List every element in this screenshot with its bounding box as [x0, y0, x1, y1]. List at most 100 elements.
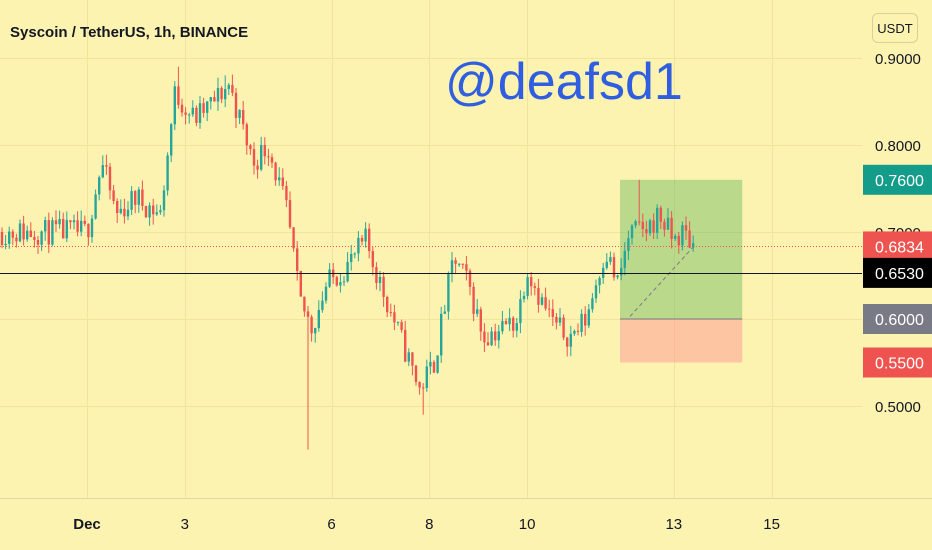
candle-body — [368, 228, 371, 252]
candle-body — [33, 237, 36, 241]
candle-body — [22, 223, 25, 240]
x-tick-label: 10 — [519, 516, 536, 533]
candle-body — [213, 97, 216, 102]
candle-body — [443, 311, 446, 314]
candle-body — [562, 317, 565, 338]
candle-body — [134, 191, 137, 205]
candle-body — [627, 238, 630, 251]
position-zones[interactable] — [620, 179, 743, 363]
candle-body — [519, 299, 522, 324]
candle-body — [83, 220, 86, 224]
candle-body — [558, 317, 562, 323]
candle-body — [400, 322, 403, 330]
candle-body — [40, 231, 43, 245]
x-tick-label: 3 — [181, 516, 189, 533]
candle-body — [98, 177, 101, 195]
candle-body — [184, 112, 187, 115]
y-tick-label: 0.9000 — [875, 51, 921, 68]
candle-body — [490, 331, 493, 346]
position-path-dashed — [629, 246, 694, 317]
candle-body — [119, 208, 122, 213]
candle-body — [141, 189, 144, 206]
candle-body — [540, 297, 544, 305]
candle-body — [389, 312, 392, 314]
price-label-box — [863, 347, 932, 378]
candle-body — [310, 316, 313, 334]
candle-body — [198, 103, 202, 123]
candle-body — [461, 263, 464, 265]
candle-body — [76, 220, 79, 232]
candle-body — [105, 165, 108, 167]
candle-body — [65, 220, 68, 239]
profit-zone[interactable] — [620, 179, 743, 319]
candle-body — [612, 257, 616, 278]
grid-layer — [0, 0, 862, 498]
candle-body — [454, 260, 457, 264]
candle-body — [263, 144, 266, 157]
candle-body — [166, 155, 169, 191]
loss-zone[interactable] — [620, 319, 743, 363]
candle-body — [191, 107, 194, 115]
candle-body — [87, 223, 90, 238]
candle-body — [224, 89, 227, 100]
candle-body — [238, 109, 241, 118]
candle-body — [555, 316, 558, 323]
candle-body — [645, 229, 648, 234]
candle-body — [317, 309, 320, 329]
candle-body — [202, 103, 205, 113]
candle-body — [101, 165, 104, 178]
candle-body — [0, 232, 4, 246]
candle-body — [616, 275, 619, 278]
price-label-text: 0.5500 — [875, 356, 924, 373]
candle-body — [641, 221, 644, 230]
candle-body — [242, 109, 245, 125]
candle-body — [350, 253, 353, 262]
candle-body — [342, 281, 346, 283]
candle-body — [659, 207, 662, 222]
price-label-text: 0.6000 — [875, 312, 924, 329]
chart-title[interactable]: Syscoin / TetherUS, 1h, BINANCE — [10, 24, 249, 41]
candle-body — [634, 221, 637, 226]
candle-body — [328, 269, 331, 287]
candle-body — [173, 86, 176, 125]
candle-body — [598, 277, 601, 286]
currency-badge[interactable]: USDT — [872, 13, 918, 43]
candle-body — [249, 145, 252, 150]
candle-body — [29, 230, 32, 238]
candle-body — [468, 270, 472, 287]
x-tick-label: 6 — [327, 516, 335, 533]
candle-body — [267, 156, 270, 158]
candle-body — [288, 200, 292, 228]
horizontal-lines[interactable] — [0, 246, 862, 274]
candle-body — [692, 243, 695, 248]
candle-body — [209, 97, 212, 102]
candle-body — [508, 317, 511, 325]
candle-body — [620, 267, 623, 276]
candle-body — [378, 276, 382, 283]
candle-body — [425, 366, 428, 388]
candle-body — [260, 144, 263, 170]
candle-body — [591, 298, 594, 310]
candle-body — [4, 243, 7, 246]
candle-body — [688, 230, 691, 248]
candle-body — [278, 177, 281, 181]
candle-body — [594, 285, 598, 299]
candle-body — [609, 257, 612, 262]
candle-body — [450, 260, 454, 274]
candle-body — [605, 261, 608, 268]
candle-body — [681, 225, 684, 246]
price-label-text: 0.6530 — [875, 266, 924, 283]
candle-body — [69, 220, 72, 223]
candle-body — [292, 227, 295, 249]
candle-body — [360, 237, 364, 242]
candle-body — [494, 331, 497, 341]
candle-body — [533, 286, 536, 288]
candle-body — [159, 210, 162, 213]
candle-body — [256, 165, 259, 170]
x-tick-label: 15 — [763, 516, 780, 533]
candle-body — [526, 277, 529, 296]
candle-body — [335, 277, 338, 286]
candle-body — [504, 320, 508, 325]
